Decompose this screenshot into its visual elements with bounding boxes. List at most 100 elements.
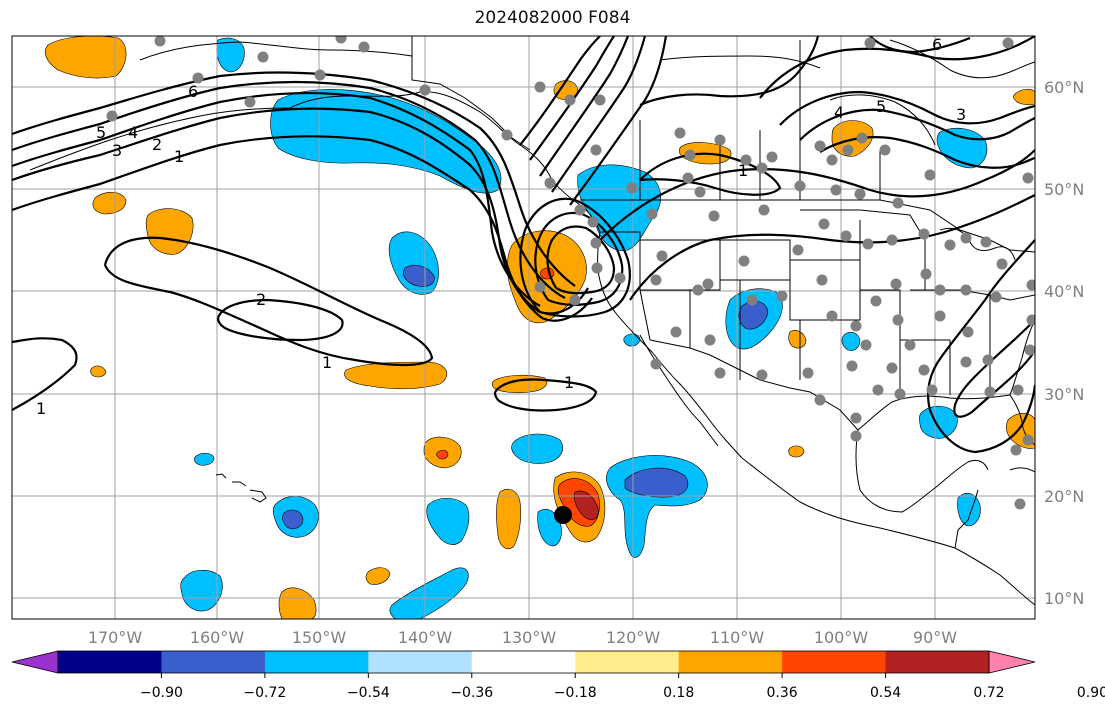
station-dot	[594, 94, 606, 106]
neg-anomaly-subtropic	[511, 433, 563, 464]
coastline-east-coast	[1009, 319, 1035, 396]
station-dot	[674, 127, 686, 139]
station-dot	[626, 182, 638, 194]
coastline-gulf-of-california	[677, 381, 743, 459]
contour-line-ne-2	[639, 36, 820, 107]
border-state-1	[640, 239, 721, 291]
station-dot	[960, 284, 972, 296]
station-dot	[860, 339, 872, 351]
coastline-texas-mexico-gulf	[855, 429, 936, 513]
station-dot	[960, 356, 972, 368]
colorbar-tick-label: 0.18	[663, 685, 694, 701]
station-dot	[864, 37, 876, 49]
colorbar-tick-label: 0.90	[1077, 685, 1105, 701]
storm-center-marker	[554, 506, 572, 524]
station-dot	[794, 180, 806, 192]
contour-line-ridge-2	[529, 36, 615, 161]
neg-anomaly-alaska-north	[216, 37, 245, 73]
contour-label: 6	[932, 35, 942, 54]
contour-label: 5	[96, 123, 106, 142]
station-dot	[850, 320, 862, 332]
station-dot	[650, 358, 662, 370]
station-dot	[872, 384, 884, 396]
station-dot	[738, 255, 750, 267]
station-dot	[574, 204, 586, 216]
coastline-hawaii-1	[215, 473, 227, 479]
station-dot	[920, 268, 932, 280]
station-dot	[684, 149, 696, 161]
station-dot	[746, 294, 758, 306]
station-dot	[1026, 314, 1035, 326]
colorbar-segment	[471, 651, 576, 673]
contour-line-trough-3	[546, 225, 616, 295]
station-dot	[656, 250, 668, 262]
station-dot	[1012, 384, 1024, 396]
pos-anomaly-small-1	[90, 365, 107, 378]
station-dot	[714, 134, 726, 146]
colorbar-segment	[368, 651, 473, 673]
colorbar-segment	[161, 651, 266, 673]
lon-label: 160°W	[190, 628, 245, 647]
border-state-4	[859, 220, 950, 341]
station-dot	[862, 238, 874, 250]
contour-line-east-2	[926, 239, 1035, 454]
coastline-aleutians	[29, 107, 291, 171]
station-dot	[714, 367, 726, 379]
coastline-great-lakes	[939, 227, 1016, 261]
station-dot	[590, 237, 602, 249]
pos-anomaly-small-3	[788, 445, 805, 458]
coastline-hawaii-2	[232, 481, 247, 487]
border-state-3	[739, 259, 861, 380]
station-dot	[682, 172, 694, 184]
neg-anomaly-hawaii-east	[426, 497, 470, 545]
station-dot	[708, 210, 720, 222]
colorbar-segment	[58, 651, 162, 673]
pos-anomaly-mid-pacific-1	[344, 361, 448, 390]
colorbar-min-extension	[11, 650, 59, 674]
contour-label: 2	[152, 135, 162, 154]
coastline-canada-arctic	[659, 55, 821, 69]
station-dot	[335, 36, 347, 44]
map-title: 2024082000 F084	[474, 8, 631, 28]
contour-line-ridge-4	[551, 36, 647, 193]
contour-label: 1	[738, 161, 748, 180]
station-dot	[846, 360, 858, 372]
station-dot	[766, 151, 778, 163]
station-dot	[990, 291, 1002, 303]
lat-label: 30°N	[1044, 385, 1084, 404]
station-dot	[501, 129, 513, 141]
coastline-baja	[639, 334, 719, 447]
station-dot	[926, 384, 938, 396]
station-dot	[802, 367, 814, 379]
border-us-canada	[580, 150, 1035, 253]
station-dot	[842, 144, 854, 156]
colorbar-tick-label: −0.54	[347, 685, 390, 701]
border-state-5	[800, 209, 926, 290]
pos-anomaly-south-2	[365, 567, 391, 585]
map-frame	[11, 35, 1036, 620]
station-dot	[924, 169, 936, 181]
contour-label: 6	[188, 82, 198, 101]
contour-label: 1	[322, 353, 332, 372]
station-dot	[534, 281, 546, 293]
station-dot	[419, 84, 431, 96]
latitude-labels: 60°N 50°N 40°N 30°N 20°N 10°N	[1044, 78, 1084, 608]
coastline-hawaii-3	[249, 489, 267, 503]
station-dot	[1002, 37, 1014, 49]
contour-label: 5	[876, 97, 886, 116]
contour-line-6	[12, 71, 576, 287]
pos-anomaly-mid-pacific-3	[92, 191, 127, 215]
coastline-hudson-bay	[829, 94, 936, 146]
station-dot	[257, 51, 269, 63]
neg-core-central-pacific	[403, 264, 435, 287]
lat-label: 60°N	[1044, 78, 1084, 97]
contour-label: 1	[174, 147, 184, 166]
station-dot	[587, 216, 599, 228]
colorbar-segment	[885, 651, 990, 673]
station-dot	[854, 188, 866, 200]
contour-line-ne-4	[799, 108, 1035, 141]
station-dot	[692, 284, 704, 296]
station-dot	[776, 290, 788, 302]
contour-line-east-3	[953, 319, 1035, 418]
